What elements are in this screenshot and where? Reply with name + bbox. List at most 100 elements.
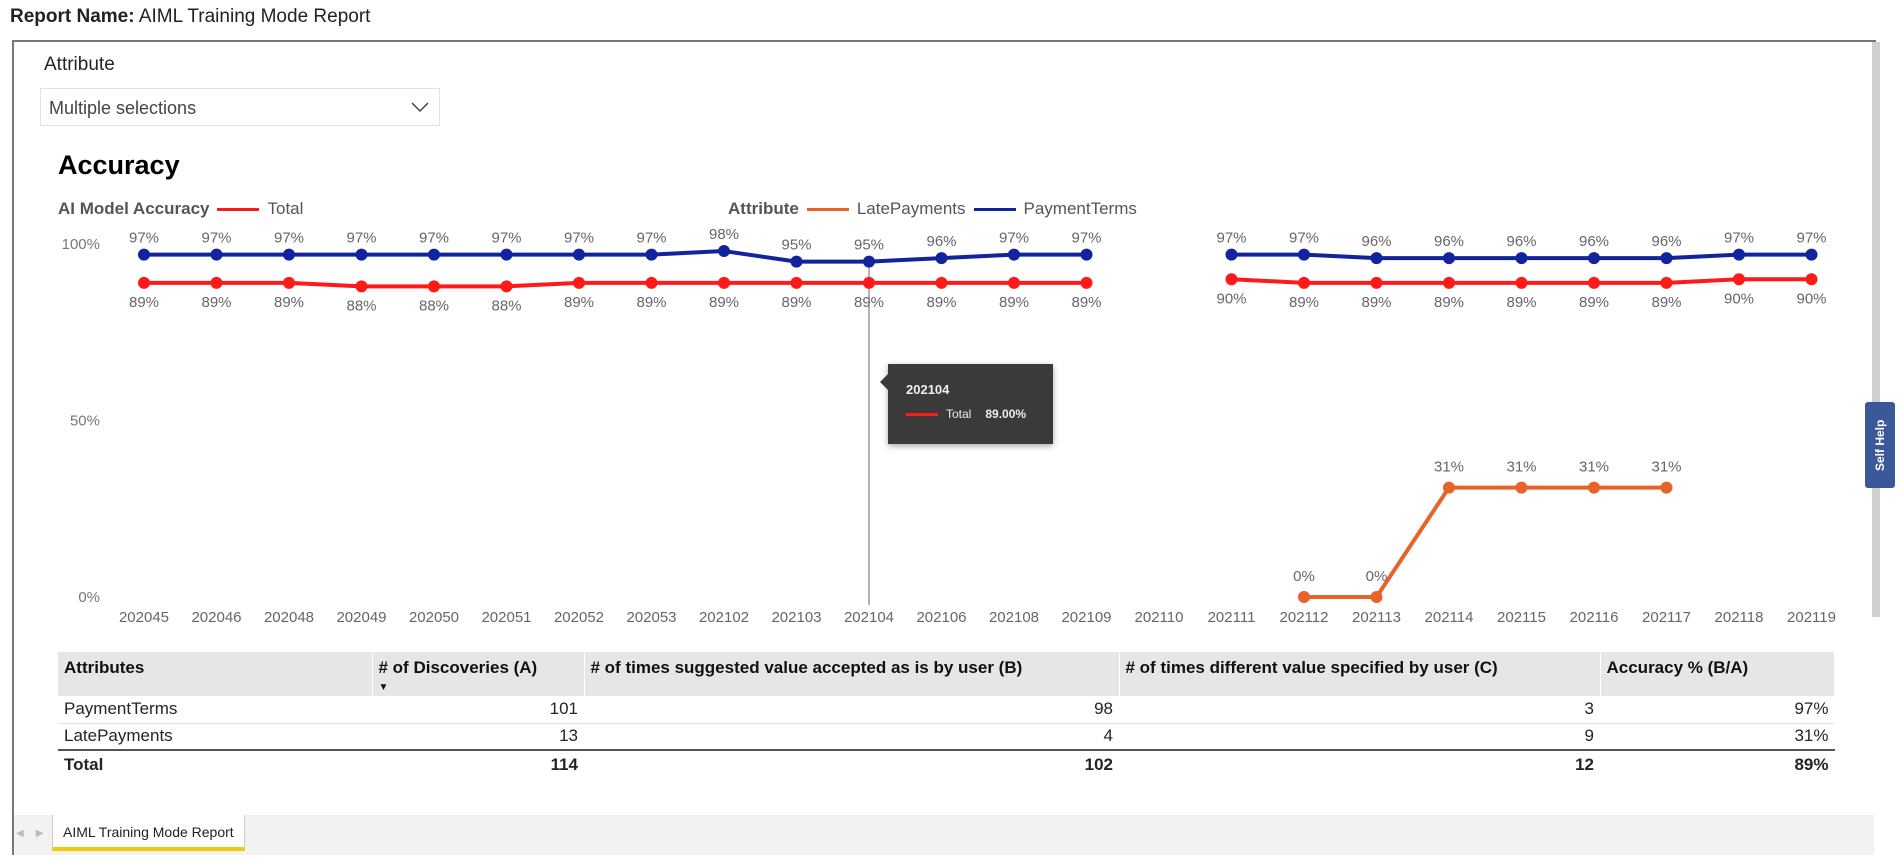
data-label-total: 88% <box>419 297 449 314</box>
col-accepted[interactable]: # of times suggested value accepted as i… <box>584 652 1120 696</box>
data-point-total <box>210 276 223 289</box>
tooltip-value: 89.00% <box>985 407 1027 421</box>
self-help-button[interactable]: Self Help <box>1865 402 1895 488</box>
x-tick-label: 202104 <box>844 609 894 626</box>
data-point-total <box>1515 276 1528 289</box>
x-tick-label: 202108 <box>989 609 1039 626</box>
x-tick-label: 202046 <box>191 609 241 626</box>
x-tick-label: 202109 <box>1061 609 1111 626</box>
x-tick-label: 202115 <box>1497 609 1546 626</box>
x-tick-label: 202106 <box>916 609 966 626</box>
table-header-row: Attributes # of Discoveries (A) ▼ # of ti… <box>58 652 1835 696</box>
data-point-paymentterms <box>1225 248 1238 261</box>
legend-item-total[interactable]: Total <box>267 199 304 218</box>
data-label-paymentterms: 96% <box>926 233 956 250</box>
data-label-paymentterms: 96% <box>1361 233 1391 250</box>
legend-ai-model-accuracy: AI Model Accuracy Total <box>58 199 303 219</box>
report-name-label: Report Name: <box>10 6 135 27</box>
legend-swatch-paymentterms <box>973 207 1016 211</box>
x-tick-label: 202102 <box>699 609 749 626</box>
dropdown-value: Multiple selections <box>49 98 197 118</box>
data-point-paymentterms <box>718 245 730 258</box>
page-tab-bar <box>14 815 1874 855</box>
cell: 101 <box>372 696 584 724</box>
data-label-paymentterms: 97% <box>274 230 304 247</box>
data-point-total <box>1008 276 1020 289</box>
table-total-row: Total 114 102 12 89% <box>58 749 1835 778</box>
data-label-total: 89% <box>636 294 666 311</box>
table-row: LatePayments 13 4 9 31% <box>58 723 1835 751</box>
data-label-total: 89% <box>854 294 884 311</box>
data-point-latepayments <box>1660 481 1673 494</box>
col-discoveries[interactable]: # of Discoveries (A) ▼ <box>372 652 585 696</box>
y-tick-label: 100% <box>62 236 100 253</box>
data-point-paymentterms <box>790 255 803 268</box>
data-point-paymentterms <box>1733 248 1745 261</box>
data-point-paymentterms <box>573 248 585 261</box>
table-row: PaymentTerms 101 98 3 97% <box>58 696 1835 724</box>
x-tick-label: 202119 <box>1787 609 1836 626</box>
report-name-value: AIML Training Mode Report <box>138 6 371 27</box>
data-label-total: 89% <box>926 294 956 311</box>
data-label-latepayments: 31% <box>1434 459 1464 476</box>
x-tick-label: 202114 <box>1425 609 1474 626</box>
attribute-filter-label: Attribute <box>44 54 115 75</box>
y-tick-label: 0% <box>78 589 100 606</box>
data-label-total: 89% <box>1579 294 1609 311</box>
data-label-total: 89% <box>564 294 594 311</box>
data-label-latepayments: 31% <box>1579 459 1609 476</box>
cell: 4 <box>584 723 1119 751</box>
legend-item-latepayments[interactable]: LatePayments <box>856 199 966 218</box>
data-point-paymentterms <box>863 255 875 268</box>
cell: PaymentTerms <box>58 696 372 724</box>
report-name-header: Report Name: AIML Training Mode Report <box>10 6 370 28</box>
data-point-total <box>428 280 440 293</box>
legend-item-paymentterms[interactable]: PaymentTerms <box>1023 199 1137 218</box>
data-point-paymentterms <box>210 248 223 261</box>
data-point-total <box>283 276 295 289</box>
data-point-total <box>500 280 513 293</box>
data-label-paymentterms: 97% <box>636 230 666 247</box>
x-tick-label: 202045 <box>119 609 169 626</box>
data-point-total <box>1733 273 1745 286</box>
col-accuracy[interactable]: Accuracy % (B/A) <box>1600 652 1835 696</box>
chevron-down-icon <box>411 102 429 113</box>
vertical-scrollbar[interactable] <box>1872 42 1880 617</box>
y-tick-label: 50% <box>70 413 100 430</box>
accuracy-table: Attributes # of Discoveries (A) ▼ # of ti… <box>58 652 1835 778</box>
data-label-paymentterms: 97% <box>201 230 231 247</box>
line-chart[interactable]: 0% 50% 100% 202045 202046 202048 202049 202050 2… <box>0 0 1898 640</box>
cell: 12 <box>1119 749 1600 778</box>
x-tick-label: 202053 <box>626 609 676 626</box>
data-label-total: 89% <box>1289 294 1319 311</box>
data-point-latepayments <box>1370 591 1383 603</box>
series-line-paymentterms <box>144 249 1087 264</box>
data-label-total: 90% <box>1216 290 1246 307</box>
series-line-latepayments <box>1304 485 1667 599</box>
col-different[interactable]: # of times different value specified by … <box>1119 652 1601 696</box>
cell: 3 <box>1119 696 1600 724</box>
x-tick-label: 202103 <box>771 609 821 626</box>
data-point-paymentterms <box>645 248 658 261</box>
x-tick-label: 202118 <box>1715 609 1764 626</box>
data-point-latepayments <box>1588 481 1600 494</box>
cell: 31% <box>1600 723 1835 751</box>
data-point-paymentterms <box>1080 248 1093 261</box>
data-point-paymentterms <box>1515 252 1528 265</box>
tooltip-swatch <box>906 412 938 416</box>
tab-scroll-arrows[interactable]: ◀▶ <box>16 828 56 839</box>
attribute-filter-dropdown[interactable]: Multiple selections <box>40 88 440 126</box>
cell: 102 <box>584 749 1119 778</box>
data-point-paymentterms <box>1805 248 1818 261</box>
x-tick-label: 202117 <box>1642 609 1691 626</box>
data-point-total <box>1660 276 1673 289</box>
data-label-latepayments: 0% <box>1293 568 1315 585</box>
col-attributes[interactable]: Attributes <box>58 652 373 696</box>
data-label-paymentterms: 97% <box>1724 230 1754 247</box>
data-point-total <box>935 276 948 289</box>
data-point-total <box>1080 276 1093 289</box>
tab-aiml-training-mode-report[interactable]: AIML Training Mode Report <box>52 815 245 851</box>
data-label-paymentterms: 95% <box>781 237 811 254</box>
legend-attribute: Attribute LatePayments PaymentTerms <box>728 199 1137 219</box>
series-line-total <box>144 280 1087 289</box>
